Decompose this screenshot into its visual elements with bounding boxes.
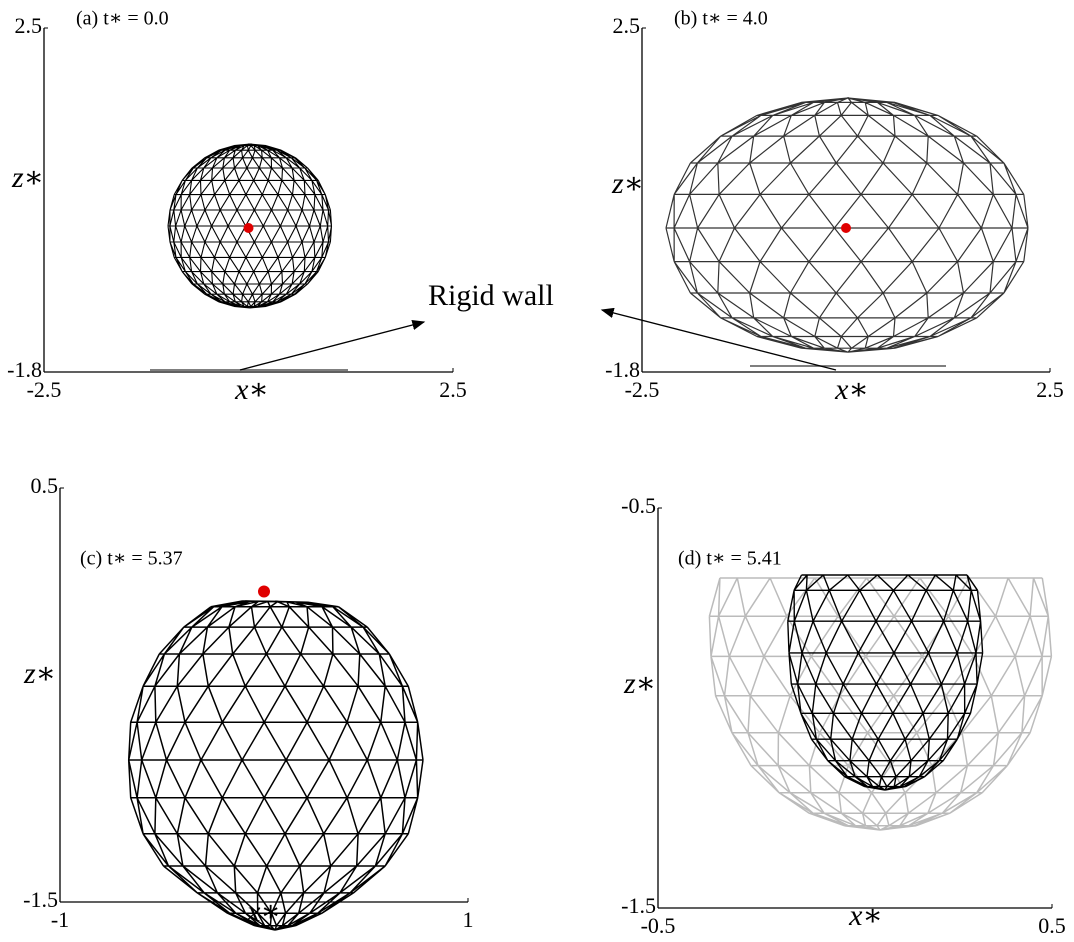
x-axis-label: x∗ [848, 899, 883, 932]
y-tick-label: 2.5 [15, 13, 43, 38]
x-tick-label: 0.5 [1038, 913, 1066, 938]
y-tick-label: 2.5 [613, 13, 641, 38]
y-axis-label: z∗ [623, 667, 656, 700]
mesh [665, 97, 1029, 353]
mesh [127, 600, 424, 931]
x-tick-label: 2.5 [1036, 377, 1064, 402]
panel-title: (a) t∗ = 0.0 [76, 8, 169, 30]
y-tick-label: -1.8 [7, 357, 42, 382]
x-tick-label: -2.5 [625, 377, 660, 402]
y-axis-label: z∗ [23, 657, 56, 690]
y-tick-label: -0.5 [621, 493, 656, 518]
y-tick-label: -1.8 [605, 357, 640, 382]
x-tick-label: -1 [51, 907, 69, 932]
y-axis-label: z∗ [611, 167, 644, 200]
y-tick-label: 0.5 [31, 473, 59, 498]
annotation: Rigid wall [428, 279, 554, 312]
x-tick-label: -0.5 [641, 913, 676, 938]
panel-title: (b) t∗ = 4.0 [674, 8, 768, 30]
x-axis-label: x∗ [234, 373, 269, 406]
x-axis-label: x∗ [246, 895, 281, 928]
x-tick-label: 1 [463, 907, 474, 932]
center-point [243, 223, 254, 233]
center-point [841, 223, 851, 233]
mesh [787, 574, 984, 791]
x-tick-label: 2.5 [439, 377, 467, 402]
center-point [258, 585, 270, 598]
arrow [600, 307, 837, 371]
y-tick-label: -1.5 [621, 893, 656, 918]
y-axis-label: z∗ [11, 161, 44, 194]
x-tick-label: -2.5 [27, 377, 62, 402]
mesh [167, 143, 333, 309]
meshes [127, 97, 1053, 931]
y-tick-label: -1.5 [23, 887, 58, 912]
x-axis-label: x∗ [834, 373, 869, 406]
arrow [239, 319, 426, 371]
mesh [708, 577, 1053, 831]
panel-title: (c) t∗ = 5.37 [80, 548, 183, 570]
panel-title: (d) t∗ = 5.41 [678, 548, 782, 570]
